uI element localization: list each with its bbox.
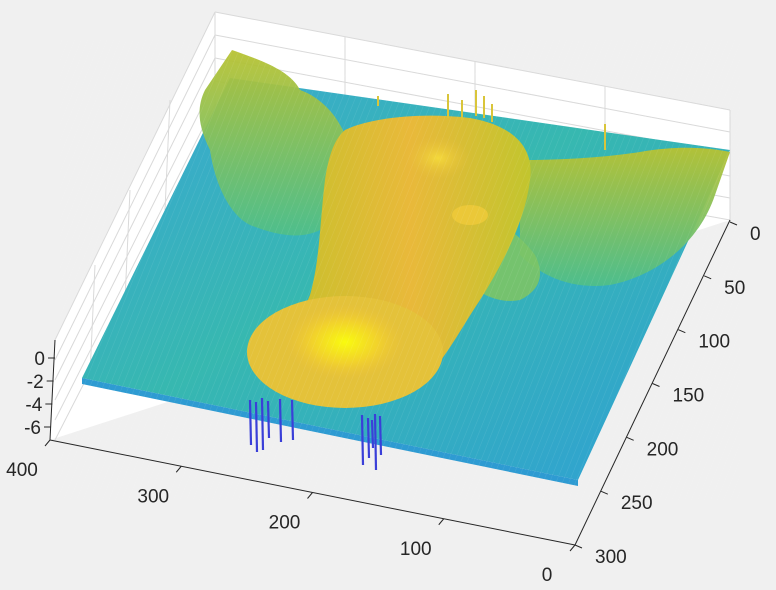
negative-spike	[360, 414, 365, 466]
surface-upper-bump	[406, 136, 470, 180]
negative-spike	[370, 419, 375, 449]
y-tick-label: 300	[595, 547, 627, 568]
negative-spike	[366, 417, 371, 459]
y-tick-mark	[626, 436, 634, 441]
z-tick-label: -6	[24, 418, 41, 439]
z-tick-label: 0	[34, 349, 45, 370]
y-tick-label: 200	[647, 439, 679, 460]
negative-spike	[373, 413, 378, 471]
x-tick-label: 0	[542, 565, 553, 586]
negative-spike	[290, 399, 295, 441]
y-tick-label: 50	[724, 278, 745, 299]
z-axis-line	[49, 339, 56, 441]
z-tick-label: -4	[25, 395, 42, 416]
y-tick-label: 250	[621, 493, 653, 514]
y-tick-mark	[678, 329, 686, 334]
y-tick-mark	[652, 383, 660, 387]
negative-spike	[378, 415, 383, 456]
y-axis-ticks: 0 50 100 150 200 250 300	[574, 221, 761, 568]
negative-spike	[248, 399, 253, 446]
surface-spikes	[248, 90, 606, 471]
y-tick-mark	[729, 221, 738, 226]
x-tick-mark	[307, 492, 313, 499]
surface-right-wing	[520, 147, 730, 286]
x-tick-label: 400	[6, 460, 38, 481]
x-tick-mark	[44, 439, 51, 447]
y-tick-mark	[600, 490, 609, 495]
z-tick-label: -2	[27, 372, 44, 393]
negative-spike	[278, 398, 283, 443]
x-tick-mark	[175, 465, 182, 473]
x-tick-label: 200	[269, 513, 301, 534]
surface-mid-bump	[452, 205, 488, 225]
y-tick-mark	[703, 275, 712, 280]
negative-spike	[266, 400, 271, 439]
negative-spike	[260, 397, 265, 451]
y-axis-line	[574, 219, 731, 546]
x-tick-label: 300	[137, 486, 169, 507]
negative-spike	[254, 401, 259, 453]
y-tick-mark	[574, 544, 583, 549]
surface-lower-bulb-peak	[285, 304, 405, 380]
y-tick-label: 100	[698, 332, 730, 353]
x-tick-mark	[438, 518, 445, 526]
x-axis-ticks: 0 100 200 300 400	[6, 439, 576, 586]
y-tick-label: 0	[750, 224, 761, 245]
y-tick-label: 150	[673, 386, 705, 407]
x-tick-mark	[569, 544, 576, 552]
z-axis-ticks: -6-4-20	[24, 349, 55, 439]
x-tick-label: 100	[400, 539, 432, 560]
